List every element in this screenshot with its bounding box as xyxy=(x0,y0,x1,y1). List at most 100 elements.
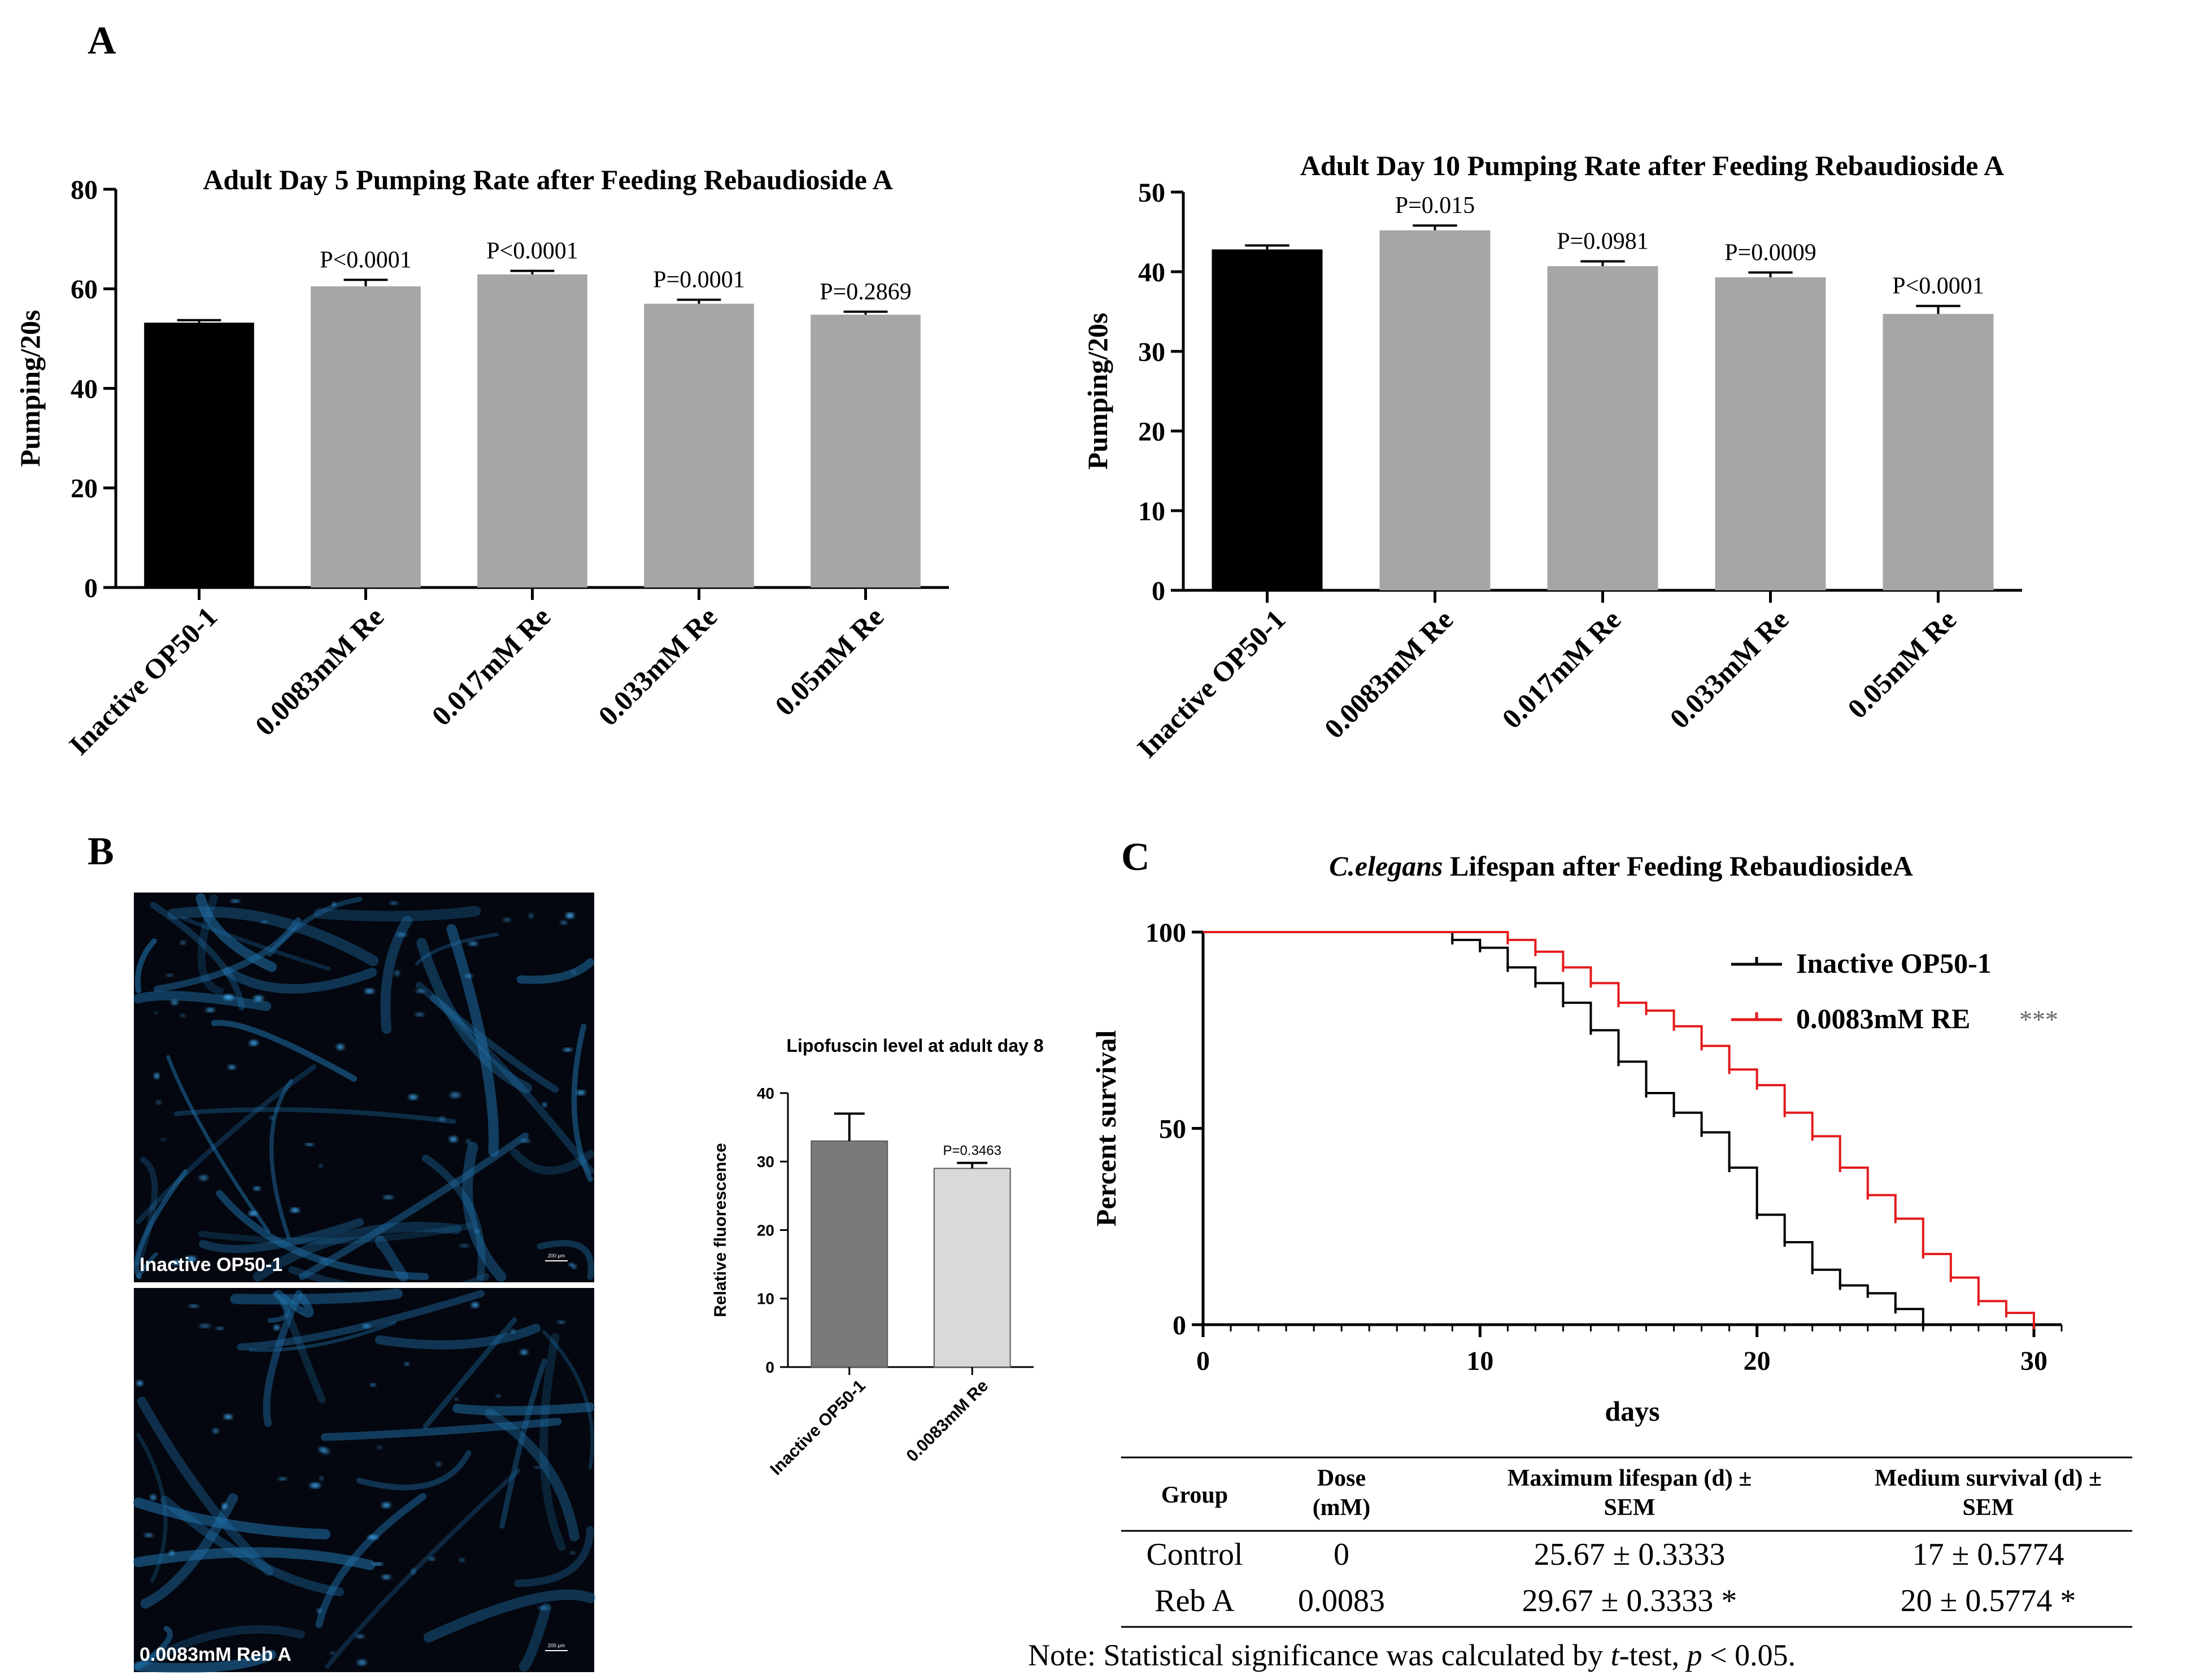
fluorescent-granule xyxy=(560,921,567,925)
worm-body xyxy=(510,1148,595,1175)
lifespan-table: Group Dose (mM) Maximum lifespan (d) ± SEM Me… xyxy=(1028,1456,2132,1672)
fluorescent-granule xyxy=(186,1256,197,1262)
day10-pvalue-2: P=0.0981 xyxy=(1557,229,1649,255)
worm-body xyxy=(430,994,559,1093)
worm-body xyxy=(375,1324,541,1350)
fluorescent-granule xyxy=(429,1557,435,1561)
day10-title: Adult Day 10 Pumping Rate after Feeding … xyxy=(1300,150,2004,181)
worm-body xyxy=(223,967,377,994)
day10-ytick-label-1: 10 xyxy=(1138,497,1165,526)
micrograph-bottom-scale: 200 μm xyxy=(548,1643,565,1648)
lifespan-xlabel: days xyxy=(1605,1395,1659,1427)
fluorescent-granule xyxy=(357,1660,367,1665)
lifespan-xtick-label-3: 30 xyxy=(2020,1346,2047,1376)
panel-label-b: B xyxy=(88,830,114,873)
day5-bar-1 xyxy=(311,286,421,587)
day5-bar-3 xyxy=(644,303,754,587)
worm-body xyxy=(135,1626,173,1670)
legend-label-0: Inactive OP50-1 xyxy=(1796,947,1992,979)
worm-body xyxy=(269,1079,293,1239)
day5-ytick-label-2: 40 xyxy=(71,374,98,404)
worm-body xyxy=(571,1024,593,1182)
fluorescent-granule xyxy=(317,1608,321,1613)
worm-body xyxy=(133,991,272,1011)
fluorescent-granule xyxy=(576,1090,586,1095)
fluorescent-granule xyxy=(206,1008,215,1012)
day5-pvalue-2: P<0.0001 xyxy=(486,238,578,264)
lipo-bar-0 xyxy=(811,1140,888,1368)
worm-body xyxy=(249,1321,397,1352)
worm-body xyxy=(274,1290,314,1318)
fluorescent-granule xyxy=(468,941,478,946)
day5-title: Adult Day 5 Pumping Rate after Feeding R… xyxy=(203,164,892,195)
panel-label-c: C xyxy=(1121,835,1150,879)
lifespan-ytick-label-0: 0 xyxy=(1173,1311,1186,1340)
lifespan-xtick-label-2: 20 xyxy=(1744,1346,1771,1376)
day10-bar-3 xyxy=(1715,277,1826,590)
worm-body xyxy=(298,1132,529,1281)
worm-body xyxy=(134,1169,188,1279)
fluorescent-granule xyxy=(394,970,400,976)
fluorescent-granule xyxy=(305,1143,315,1146)
fluorescent-granule xyxy=(390,901,398,905)
lipo-ytick-label-2: 20 xyxy=(757,1221,774,1239)
fluorescent-granule xyxy=(572,1264,577,1269)
fluorescent-granule xyxy=(199,1175,208,1181)
fluorescent-granule xyxy=(397,933,407,937)
worm-body xyxy=(539,1333,566,1551)
fluorescent-granule xyxy=(538,1606,550,1610)
fluorescent-granule xyxy=(160,1138,165,1141)
day10-pvalue-3: P=0.0009 xyxy=(1724,240,1816,266)
day5-bar-4 xyxy=(811,315,921,587)
fluorescent-granule xyxy=(330,1651,335,1655)
fluorescent-granule xyxy=(223,994,234,1000)
fluorescent-granule xyxy=(436,1462,442,1467)
day10-bar-0 xyxy=(1212,249,1323,590)
table-header-cell-3: SEM xyxy=(1962,1495,2014,1521)
table-header-cell-2: Maximum lifespan (d) ± xyxy=(1508,1465,1752,1491)
worm-body xyxy=(230,1288,403,1305)
day10-pvalue-1: P=0.015 xyxy=(1395,193,1475,219)
fluorescent-granule xyxy=(212,1429,219,1433)
worm-body xyxy=(519,1603,551,1672)
worm-body xyxy=(133,1497,331,1540)
day5-pvalue-1: P<0.0001 xyxy=(320,247,412,273)
fluorescent-granule xyxy=(364,989,374,994)
fluorescent-granule xyxy=(404,1362,409,1366)
worm-body xyxy=(380,916,413,1034)
worm-body xyxy=(356,1450,472,1491)
fluorescent-granule xyxy=(542,1102,547,1107)
fluorescent-granule xyxy=(150,1494,156,1500)
fluorescent-granule xyxy=(415,989,425,993)
fluorescent-granule xyxy=(180,1014,186,1017)
worm-body xyxy=(446,924,499,1157)
fluorescent-granule xyxy=(172,1260,181,1265)
day5-ytick-label-0: 0 xyxy=(84,573,98,603)
fluorescent-granule xyxy=(189,1304,199,1308)
worm-body xyxy=(140,1493,238,1609)
table-note-p: p xyxy=(1685,1638,1702,1672)
fluorescent-granule xyxy=(450,1092,460,1098)
day10-ytick-label-3: 30 xyxy=(1138,337,1165,367)
lifespan-ylabel: Percent survival xyxy=(1090,1030,1122,1227)
worm-body xyxy=(374,1235,408,1282)
table-cell-1-3: 20 ± 0.5774 * xyxy=(1901,1583,2076,1618)
worm-body xyxy=(133,1547,376,1570)
table-note-end: < 0.05. xyxy=(1702,1638,1796,1672)
fluorescent-granule xyxy=(254,1186,260,1191)
day10-ytick-label-2: 20 xyxy=(1138,417,1165,447)
worm-body xyxy=(415,932,499,966)
worm-body xyxy=(135,938,157,994)
worm-body xyxy=(267,1291,289,1323)
lipo-ytick-label-0: 0 xyxy=(765,1359,774,1376)
table-cell-1-0: Reb A xyxy=(1155,1583,1235,1618)
worm-body xyxy=(452,1402,595,1416)
worm-body xyxy=(166,1055,271,1233)
fluorescent-granule xyxy=(199,1324,211,1328)
day5-pvalue-4: P=0.2869 xyxy=(820,279,912,305)
fluorescent-granule xyxy=(144,1533,153,1537)
fluorescent-granule xyxy=(566,912,574,919)
fluorescent-granule xyxy=(332,902,336,907)
fluorescent-granule xyxy=(382,1502,391,1508)
